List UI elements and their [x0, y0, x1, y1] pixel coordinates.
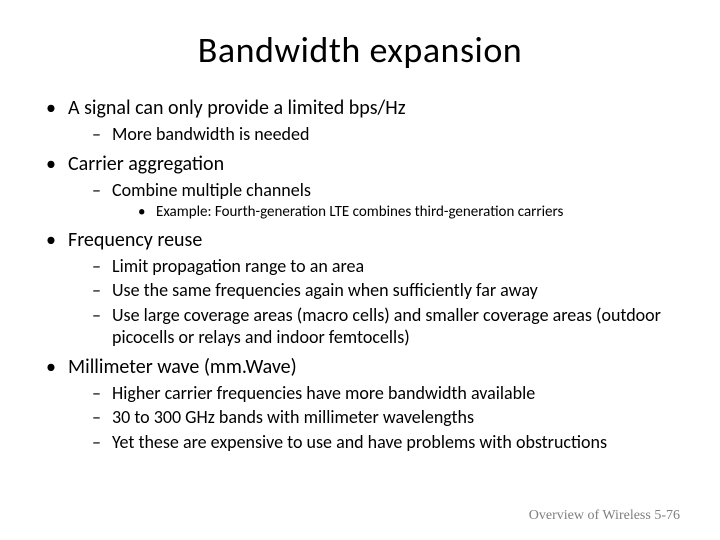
bullet-level-2: More bandwidth is needed — [92, 123, 680, 146]
slide-footer: Overview of Wireless 5-76 — [529, 508, 680, 524]
bullet-level-1: Millimeter wave (mm.Wave) — [50, 355, 680, 380]
bullet-level-2: 30 to 300 GHz bands with millimeter wave… — [92, 406, 680, 429]
bullet-text: Combine multiple channels — [112, 179, 311, 201]
bullet-text: A signal can only provide a limited bps/… — [68, 96, 406, 120]
bullet-text: Example: Fourth-generation LTE combines … — [156, 203, 563, 221]
bullet-level-1: A signal can only provide a limited bps/… — [50, 96, 680, 121]
bullet-text: Use large coverage areas (macro cells) a… — [112, 304, 661, 349]
bullet-text: Higher carrier frequencies have more ban… — [112, 382, 535, 404]
bullet-text: Yet these are expensive to use and have … — [112, 431, 607, 453]
slide: Bandwidth expansion A signal can only pr… — [0, 0, 720, 540]
slide-title: Bandwidth expansion — [40, 28, 680, 72]
bullet-text: Millimeter wave (mm.Wave) — [68, 355, 297, 379]
bullet-level-2: Yet these are expensive to use and have … — [92, 431, 680, 454]
bullet-text: Limit propagation range to an area — [112, 255, 364, 277]
bullet-text: Frequency reuse — [68, 228, 202, 252]
bullet-level-2: Combine multiple channels — [92, 179, 680, 202]
bullet-text: More bandwidth is needed — [112, 123, 309, 145]
bullet-level-2: Higher carrier frequencies have more ban… — [92, 382, 680, 405]
bullet-level-3: Example: Fourth-generation LTE combines … — [138, 203, 680, 222]
bullet-level-1: Carrier aggregation — [50, 152, 680, 177]
bullet-level-2: Use large coverage areas (macro cells) a… — [92, 304, 680, 349]
slide-content: A signal can only provide a limited bps/… — [40, 96, 680, 453]
bullet-level-1: Frequency reuse — [50, 228, 680, 253]
bullet-text: Carrier aggregation — [68, 152, 224, 176]
bullet-text: 30 to 300 GHz bands with millimeter wave… — [112, 406, 474, 428]
bullet-level-2: Limit propagation range to an area — [92, 255, 680, 278]
bullet-text: Use the same frequencies again when suff… — [112, 279, 538, 301]
bullet-level-2: Use the same frequencies again when suff… — [92, 279, 680, 302]
